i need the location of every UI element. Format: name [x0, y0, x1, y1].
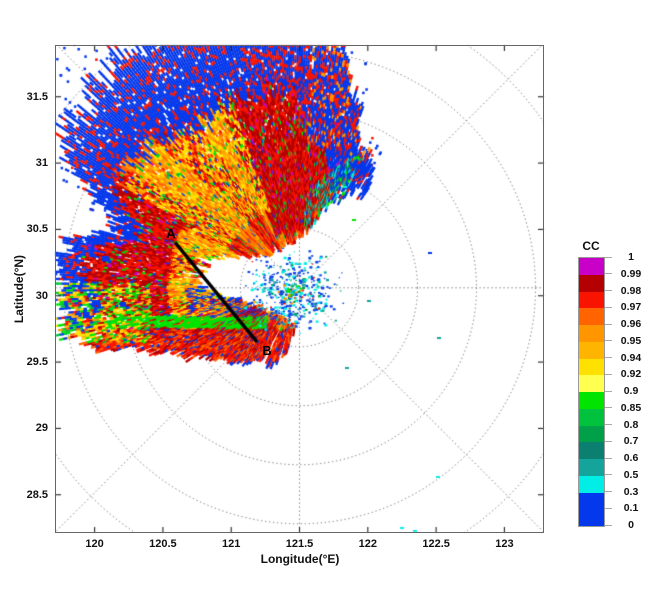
- colorbar-tick-mark: [605, 474, 612, 476]
- colorbar-segment: [579, 358, 604, 376]
- y-tick-label: 28.5: [26, 488, 48, 501]
- y-axis-title: Latitude(°N): [12, 254, 26, 324]
- colorbar-segment: [579, 291, 604, 309]
- colorbar-segment: [579, 375, 604, 392]
- x-tick-label: 121.5: [285, 538, 314, 550]
- colorbar-tick-mark: [605, 457, 612, 459]
- x-tick-label: 120.5: [149, 538, 177, 550]
- colorbar-tick-label: 0.97: [620, 301, 642, 314]
- colorbar-tick-label: 0.6: [623, 452, 639, 464]
- colorbar-tick-label: 0.85: [620, 401, 642, 414]
- colorbar-tick-mark: [605, 407, 612, 409]
- cross-section-label-a: A: [166, 226, 176, 241]
- colorbar-tick-mark: [605, 340, 612, 342]
- colorbar-segment: [579, 274, 604, 292]
- colorbar-tick-mark: [605, 491, 612, 492]
- x-tick-label: 122: [358, 538, 377, 550]
- colorbar-tick-label: 0.98: [620, 284, 642, 297]
- x-tick-label: 120: [85, 538, 104, 550]
- x-axis-title: Longitude(°E): [260, 552, 340, 566]
- y-tick-label: 29.5: [26, 356, 48, 369]
- colorbar-segment: [579, 459, 604, 476]
- colorbar-tick-mark: [605, 306, 612, 308]
- colorbar-segment: [579, 392, 604, 409]
- colorbar-tick-mark: [605, 357, 612, 358]
- colorbar-tick-label: 0.8: [623, 418, 639, 431]
- colorbar-segment: [579, 408, 604, 426]
- x-tick-label: 122.5: [422, 538, 450, 550]
- colorbar-segment: [579, 325, 604, 342]
- colorbar-tick-label: 0.7: [623, 435, 639, 448]
- colorbar-tick-label: 0.95: [620, 334, 642, 347]
- colorbar-tick-label: 0.5: [623, 468, 639, 481]
- colorbar-segment: [579, 442, 604, 459]
- colorbar-segment: [579, 425, 604, 443]
- colorbar-tick-label: 0.94: [620, 351, 642, 364]
- colorbar-tick-label: 0.3: [623, 485, 639, 498]
- colorbar-tick-label: 0.9: [623, 385, 639, 397]
- colorbar-segment: [579, 492, 604, 510]
- colorbar-tick-label: 0.99: [620, 267, 642, 280]
- colorbar-tick-mark: [605, 424, 612, 425]
- colorbar-tick-label: 0: [628, 519, 634, 531]
- colorbar-tick-mark: [605, 524, 612, 526]
- colorbar-title: CC: [582, 239, 600, 253]
- y-tick-label: 31.5: [26, 90, 48, 103]
- colorbar-tick-mark: [605, 256, 612, 258]
- colorbar-tick-mark: [605, 390, 612, 392]
- colorbar-tick-label: 0.96: [620, 318, 642, 330]
- y-tick-label: 30: [35, 289, 48, 302]
- colorbar-tick-label: 0.92: [620, 368, 642, 381]
- colorbar-tick-mark: [605, 323, 612, 325]
- colorbar-segment: [579, 258, 604, 275]
- colorbar-tick-mark: [605, 290, 612, 291]
- colorbar-tick-label: 0.1: [623, 502, 639, 515]
- y-tick-label: 29: [35, 422, 48, 435]
- y-tick-label: 30.5: [26, 223, 48, 236]
- colorbar-segment: [579, 509, 604, 526]
- colorbar-tick-mark: [605, 440, 612, 442]
- colorbar-tick-label: 1: [628, 251, 634, 263]
- colorbar-tick-mark: [605, 273, 612, 275]
- colorbar-segment: [579, 341, 604, 359]
- y-tick-label: 31: [35, 157, 48, 170]
- colorbar-tick-mark: [605, 373, 612, 375]
- x-tick-label: 123: [495, 538, 514, 550]
- colorbar-segment: [579, 475, 604, 493]
- colorbar-tick-mark: [605, 507, 612, 509]
- cross-section-label-b: B: [262, 343, 272, 358]
- colorbar: [578, 257, 605, 527]
- x-tick-label: 121: [222, 538, 241, 550]
- colorbar-segment: [579, 308, 604, 325]
